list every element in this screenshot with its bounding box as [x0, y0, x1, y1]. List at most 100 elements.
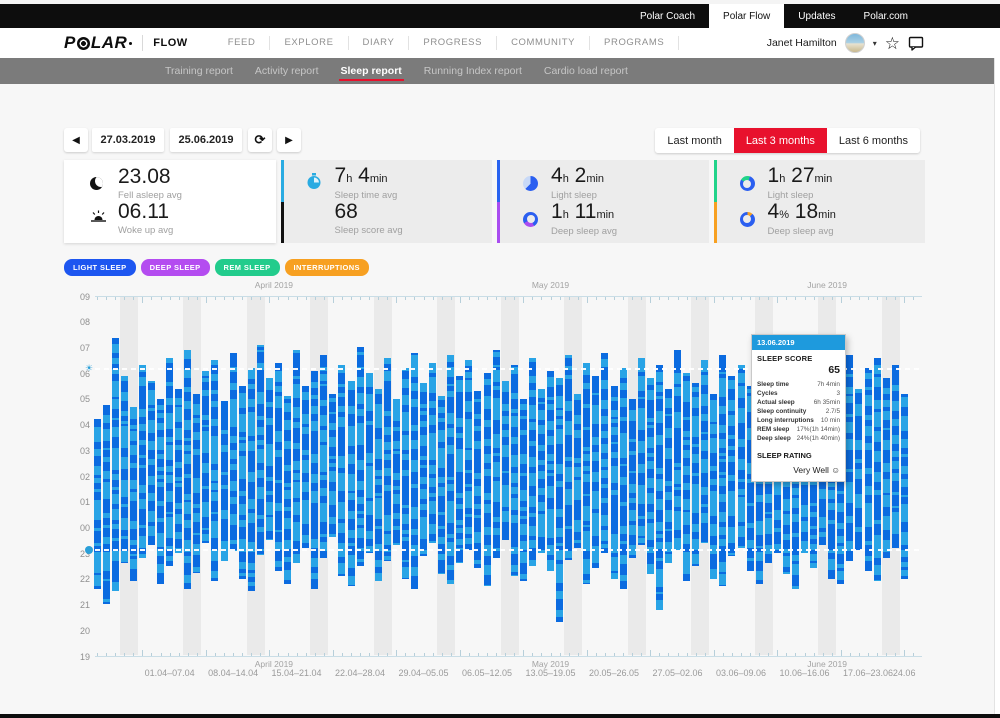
topbar-item-polar-flow[interactable]: Polar Flow — [709, 4, 785, 28]
sleep-bar[interactable] — [492, 350, 500, 558]
sleep-bar[interactable] — [220, 401, 228, 561]
sleep-bar[interactable] — [157, 398, 164, 584]
user-avatar[interactable] — [844, 33, 865, 53]
sleep-bar[interactable] — [120, 375, 128, 564]
sleep-bar[interactable] — [646, 378, 654, 574]
sleep-bar[interactable] — [410, 352, 418, 590]
sleep-bar[interactable] — [610, 386, 618, 579]
sleep-bar[interactable] — [211, 360, 219, 582]
legend-chip-rem-sleep[interactable]: REM SLEEP — [214, 259, 280, 276]
sleep-bar[interactable] — [265, 378, 273, 541]
sleep-bar[interactable] — [882, 378, 890, 559]
sleep-bar[interactable] — [655, 365, 663, 610]
sleep-bar[interactable] — [93, 419, 101, 590]
date-to-input[interactable] — [170, 128, 242, 152]
sleep-bar[interactable] — [465, 360, 473, 551]
sleep-bar[interactable] — [528, 357, 536, 566]
refresh-button[interactable]: ⟳ — [248, 128, 272, 152]
sleep-bar[interactable] — [175, 388, 183, 554]
sleep-bar[interactable] — [664, 388, 672, 564]
sleep-bar[interactable] — [501, 380, 509, 541]
sleep-bar[interactable] — [683, 373, 691, 582]
sleep-bar[interactable] — [256, 344, 264, 556]
sleep-bar[interactable] — [547, 370, 554, 572]
sleep-bar[interactable] — [701, 360, 709, 543]
sleep-bar[interactable] — [565, 355, 573, 561]
sleep-bar[interactable] — [483, 373, 491, 587]
range-button-last-month[interactable]: Last month — [655, 128, 734, 153]
sleep-bar[interactable] — [519, 398, 527, 582]
sleep-bar[interactable] — [329, 393, 337, 538]
sleep-bar[interactable] — [383, 357, 391, 561]
sleep-bar[interactable] — [356, 347, 364, 566]
sleep-bar[interactable] — [138, 365, 146, 559]
sleep-bar[interactable] — [556, 378, 564, 623]
nav-item-programs[interactable]: PROGRAMS — [590, 36, 680, 50]
date-prev-button[interactable]: ◀ — [64, 128, 88, 152]
sleep-bar[interactable] — [374, 388, 382, 582]
sleep-bar[interactable] — [891, 365, 899, 548]
nav-item-progress[interactable]: PROGRESS — [409, 36, 498, 50]
sleep-bar[interactable] — [710, 393, 718, 579]
topbar-item-polar-com[interactable]: Polar.com — [863, 10, 908, 22]
subnav-item-activity-report[interactable]: Activity report — [254, 65, 319, 77]
sleep-bar[interactable] — [447, 355, 455, 584]
sleep-bar[interactable] — [302, 386, 310, 548]
sleep-bar[interactable] — [202, 370, 210, 543]
nav-item-community[interactable]: COMMUNITY — [497, 36, 591, 50]
subnav-item-running-index-report[interactable]: Running Index report — [423, 65, 522, 77]
sleep-bar[interactable] — [628, 398, 636, 559]
sleep-bar[interactable] — [855, 388, 863, 551]
sleep-bar[interactable] — [592, 375, 600, 569]
sleep-bar[interactable] — [900, 393, 908, 579]
subnav-item-training-report[interactable]: Training report — [165, 65, 233, 77]
sleep-bar[interactable] — [674, 350, 681, 551]
sleep-bar[interactable] — [129, 406, 137, 582]
sleep-bar[interactable] — [147, 380, 155, 546]
sleep-bar[interactable] — [583, 362, 591, 584]
nav-item-feed[interactable]: FEED — [214, 36, 271, 50]
sleep-bar[interactable] — [619, 368, 627, 590]
sleep-bar[interactable] — [737, 365, 745, 548]
sleep-bar[interactable] — [347, 380, 355, 587]
chevron-down-icon[interactable]: ▾ — [872, 38, 877, 48]
sleep-bar[interactable] — [320, 355, 328, 558]
subnav-item-cardio-load-report[interactable]: Cardio load report — [543, 65, 628, 77]
sleep-bar[interactable] — [311, 370, 319, 590]
sleep-bar[interactable] — [429, 362, 437, 543]
sleep-bar[interactable] — [338, 365, 346, 577]
favorites-star-icon[interactable]: ☆ — [884, 33, 900, 53]
sleep-bar[interactable] — [601, 352, 609, 554]
topbar-item-polar-coach[interactable]: Polar Coach — [640, 10, 696, 22]
sleep-bar[interactable] — [274, 362, 282, 572]
sleep-bar[interactable] — [102, 405, 110, 605]
nav-item-diary[interactable]: DIARY — [349, 36, 410, 50]
feedback-bubble-icon[interactable] — [908, 36, 924, 51]
topbar-item-updates[interactable]: Updates — [798, 10, 836, 22]
sleep-bar[interactable] — [692, 383, 700, 566]
sleep-bar[interactable] — [420, 383, 427, 556]
sleep-bar[interactable] — [719, 355, 727, 587]
sleep-bar[interactable] — [184, 350, 192, 590]
sleep-bar[interactable] — [365, 373, 373, 553]
sleep-bar[interactable] — [846, 355, 854, 561]
range-button-last-6-months[interactable]: Last 6 months — [826, 128, 920, 153]
sleep-bar[interactable] — [238, 386, 246, 579]
legend-chip-deep-sleep[interactable]: DEEP SLEEP — [140, 259, 210, 276]
legend-chip-interruptions[interactable]: INTERRUPTIONS — [284, 259, 369, 276]
sleep-bar[interactable] — [111, 338, 119, 592]
sleep-bar[interactable] — [284, 396, 291, 584]
sleep-bar[interactable] — [637, 357, 645, 546]
sleep-bar[interactable] — [293, 350, 300, 564]
sleep-bar[interactable] — [401, 368, 409, 579]
sleep-bar[interactable] — [574, 393, 582, 548]
sleep-bar[interactable] — [537, 388, 545, 554]
sleep-bar[interactable] — [873, 357, 881, 582]
subnav-item-sleep-report[interactable]: Sleep report — [330, 58, 413, 84]
polar-logo[interactable]: P LAR FLOW — [64, 33, 188, 53]
sleep-bar[interactable] — [392, 398, 400, 546]
sleep-bar[interactable] — [746, 386, 754, 572]
sleep-bar[interactable] — [438, 396, 446, 574]
sleep-bar[interactable] — [474, 391, 482, 569]
sleep-bar[interactable] — [166, 357, 174, 566]
